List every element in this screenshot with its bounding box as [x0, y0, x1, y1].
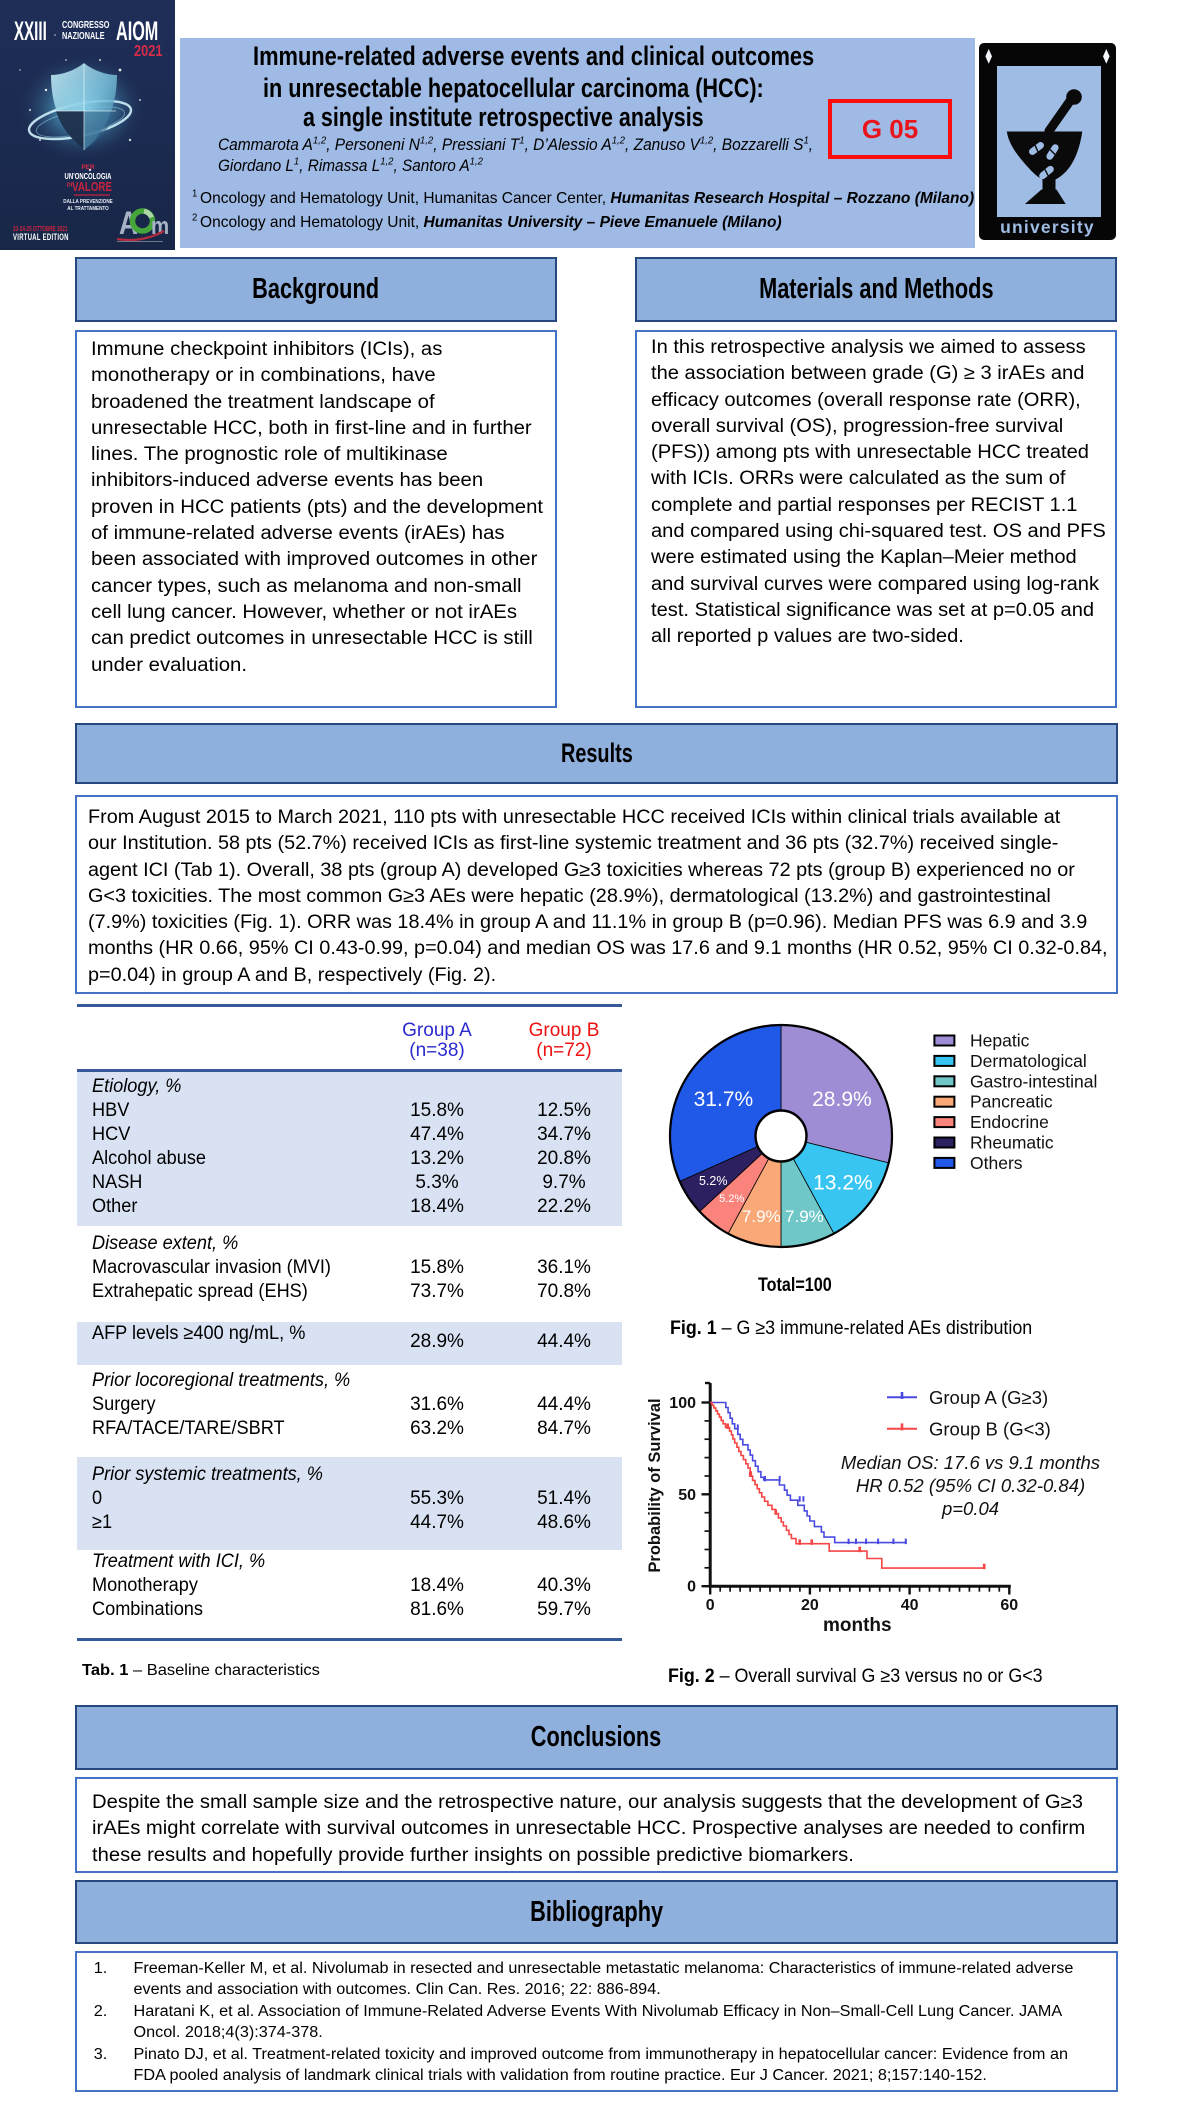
svg-text:AIOM: AIOM	[116, 16, 158, 46]
svg-text:CONGRESSO: CONGRESSO	[62, 19, 110, 30]
svg-text:VIRTUAL EDITION: VIRTUAL EDITION	[13, 232, 69, 243]
svg-text:UN’ONCOLOGIA: UN’ONCOLOGIA	[65, 171, 112, 181]
svg-text:23-24-25 OTTOBRE 2021: 23-24-25 OTTOBRE 2021	[13, 226, 68, 233]
svg-text:40: 40	[901, 1597, 919, 1614]
svg-text:DALLA PREVENZIONE: DALLA PREVENZIONE	[63, 199, 113, 206]
svg-text:Endocrine: Endocrine	[970, 1112, 1049, 1132]
svg-text:0: 0	[706, 1597, 715, 1614]
svg-text:Pancreatic: Pancreatic	[970, 1092, 1053, 1112]
svg-text:Group A (G≥3): Group A (G≥3)	[929, 1387, 1048, 1408]
svg-text:months: months	[823, 1615, 892, 1636]
svg-text:5.2%: 5.2%	[719, 1193, 744, 1205]
svg-text:DI: DI	[67, 183, 73, 189]
svg-text:Probability of Survival: Probability of Survival	[646, 1398, 664, 1572]
svg-text:28.9%: 28.9%	[812, 1088, 872, 1111]
svg-text:NAZIONALE: NAZIONALE	[62, 30, 105, 41]
svg-text:Rheumatic: Rheumatic	[970, 1133, 1054, 1153]
svg-text:Hepatic: Hepatic	[970, 1031, 1030, 1051]
svg-text:AL TRATTAMENTO: AL TRATTAMENTO	[67, 206, 108, 213]
svg-text:7.9%: 7.9%	[785, 1207, 824, 1226]
svg-text:13.2%: 13.2%	[813, 1172, 873, 1195]
svg-text:XXIII: XXIII	[14, 15, 47, 46]
svg-text:2021: 2021	[134, 43, 162, 61]
svg-text:60: 60	[1000, 1597, 1018, 1614]
svg-text:Dermatological: Dermatological	[970, 1051, 1087, 1071]
svg-text:20: 20	[801, 1597, 819, 1614]
svg-text:VALORE: VALORE	[72, 181, 112, 195]
svg-text:Group B (G<3): Group B (G<3)	[929, 1418, 1051, 1439]
svg-text:Others: Others	[970, 1153, 1023, 1173]
svg-text:50: 50	[678, 1487, 696, 1504]
svg-text:7.9%: 7.9%	[742, 1207, 781, 1226]
svg-text:university: university	[1000, 217, 1095, 237]
svg-text:p=0.04: p=0.04	[941, 1498, 999, 1519]
svg-text:31.7%: 31.7%	[694, 1088, 754, 1111]
svg-text:5.2%: 5.2%	[699, 1174, 728, 1188]
svg-text:m: m	[151, 212, 169, 239]
svg-text:PER: PER	[81, 164, 95, 171]
svg-text:100: 100	[669, 1395, 696, 1412]
svg-text:HR 0.52 (95% CI 0.32-0.84): HR 0.52 (95% CI 0.32-0.84)	[856, 1475, 1085, 1496]
svg-text:Median OS: 17.6 vs 9.1 months: Median OS: 17.6 vs 9.1 months	[841, 1452, 1100, 1473]
svg-text:Gastro-intestinal: Gastro-intestinal	[970, 1071, 1097, 1091]
svg-text:0: 0	[687, 1579, 696, 1596]
